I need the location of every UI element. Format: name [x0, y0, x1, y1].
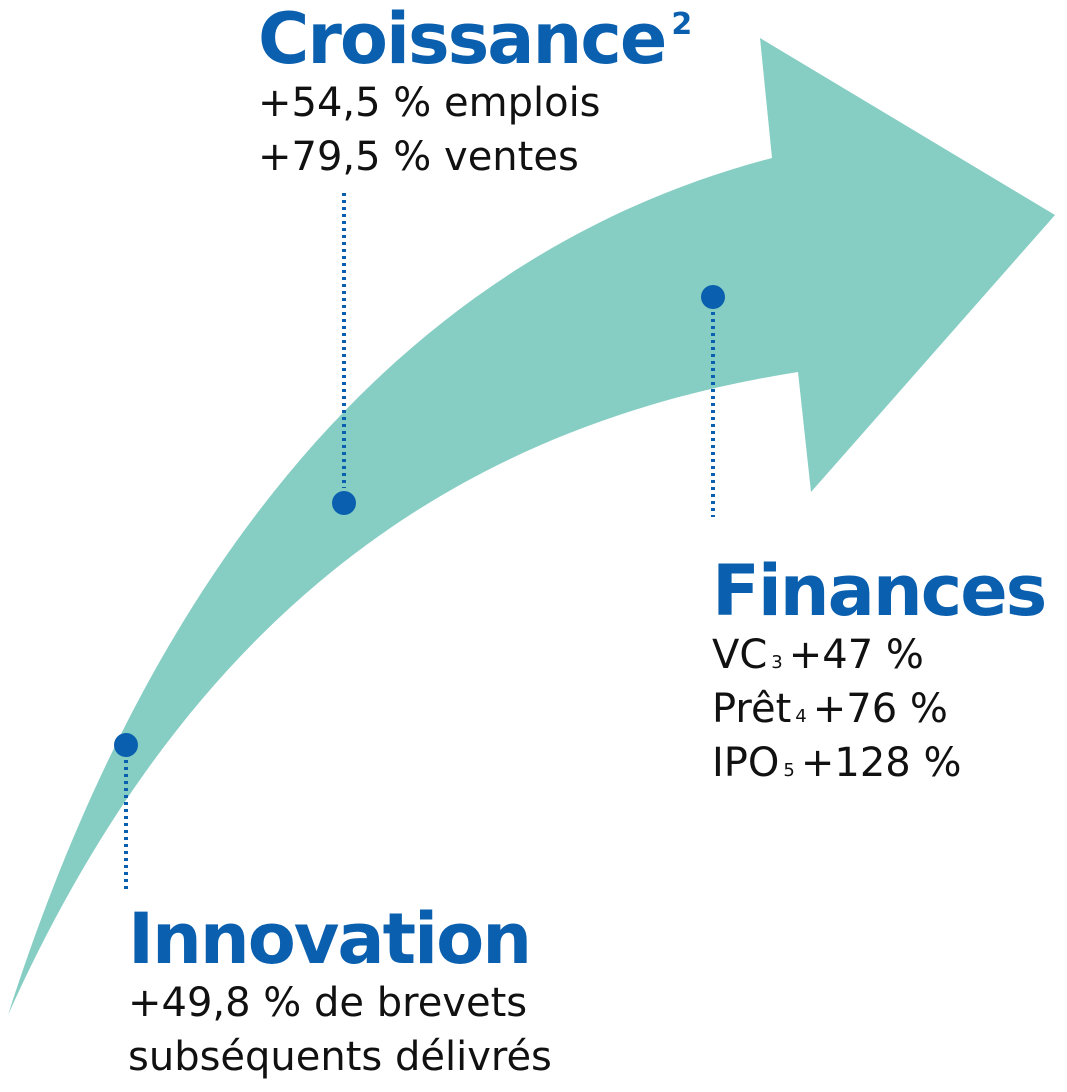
finances-row-value: +76 % [812, 686, 948, 732]
finances-row-vc: VC 3 +47 % [712, 628, 1045, 682]
finances-row-footnote: 3 [771, 652, 783, 673]
finances-row-footnote: 4 [795, 706, 807, 727]
finances-row-label: Prêt [712, 686, 792, 732]
finances-row-value: +128 % [800, 740, 962, 786]
croissance-title: Croissance 2 [258, 4, 692, 74]
croissance-title-text: Croissance [258, 0, 667, 80]
finances-row-footnote: 5 [783, 760, 795, 781]
croissance-footnote: 2 [671, 7, 693, 42]
innovation-block: Innovation +49,8 % de brevets subséquent… [128, 904, 552, 1084]
growth-arrow [8, 38, 1055, 1015]
finances-row-pret: Prêt 4 +76 % [712, 682, 1045, 736]
finances-row-label: VC [712, 632, 768, 678]
innovation-stat-patents-cont: subséquents délivrés [128, 1034, 552, 1080]
finances-row-ipo: IPO 5 +128 % [712, 736, 1045, 790]
croissance-stat-jobs: +54,5 % emplois [258, 80, 601, 126]
croissance-block: Croissance 2 +54,5 % emplois +79,5 % vent… [258, 4, 692, 184]
croissance-stat-sales: +79,5 % ventes [258, 134, 579, 180]
innovation-dot [114, 733, 138, 757]
finances-row-label: IPO [712, 740, 780, 786]
finances-block: Finances VC 3 +47 % Prêt 4 +76 % IPO 5 +128 % [712, 550, 1047, 790]
finances-row-value: +47 % [788, 632, 924, 678]
innovation-title: Innovation [128, 898, 532, 980]
finances-title: Finances [712, 550, 1047, 632]
finances-dot [701, 285, 725, 309]
innovation-stat-patents: +49,8 % de brevets [128, 980, 528, 1026]
croissance-dot [332, 491, 356, 515]
